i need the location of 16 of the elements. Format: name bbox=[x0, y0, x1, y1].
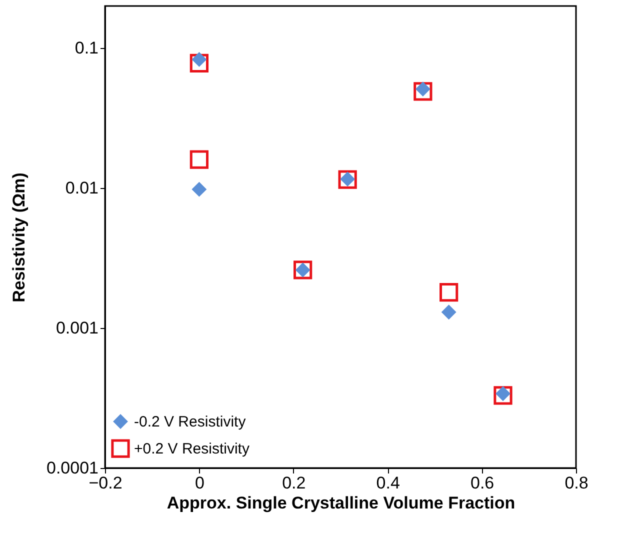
x-tick-label: 0.2 bbox=[282, 474, 306, 492]
y-tick-label: 0.01 bbox=[65, 178, 98, 198]
y-axis-title: Resistivity (Ωm) bbox=[10, 172, 29, 302]
legend-label: +0.2 V Resistivity bbox=[134, 440, 250, 458]
x-axis-title: Approx. Single Crystalline Volume Fraction bbox=[166, 494, 516, 512]
point bbox=[442, 305, 456, 320]
x-tick-label: 0.8 bbox=[564, 474, 588, 492]
y-tick-label: 0.001 bbox=[56, 318, 98, 338]
x-tick-label: 0.6 bbox=[470, 474, 494, 492]
y-tick-label: 0.1 bbox=[74, 38, 98, 58]
point bbox=[440, 283, 458, 302]
x-tick-label: 0 bbox=[194, 474, 204, 492]
x-tick-label: 0.4 bbox=[376, 474, 400, 492]
point bbox=[192, 182, 206, 196]
point bbox=[190, 150, 209, 169]
legend-label: -0.2 V Resistivity bbox=[134, 414, 246, 430]
